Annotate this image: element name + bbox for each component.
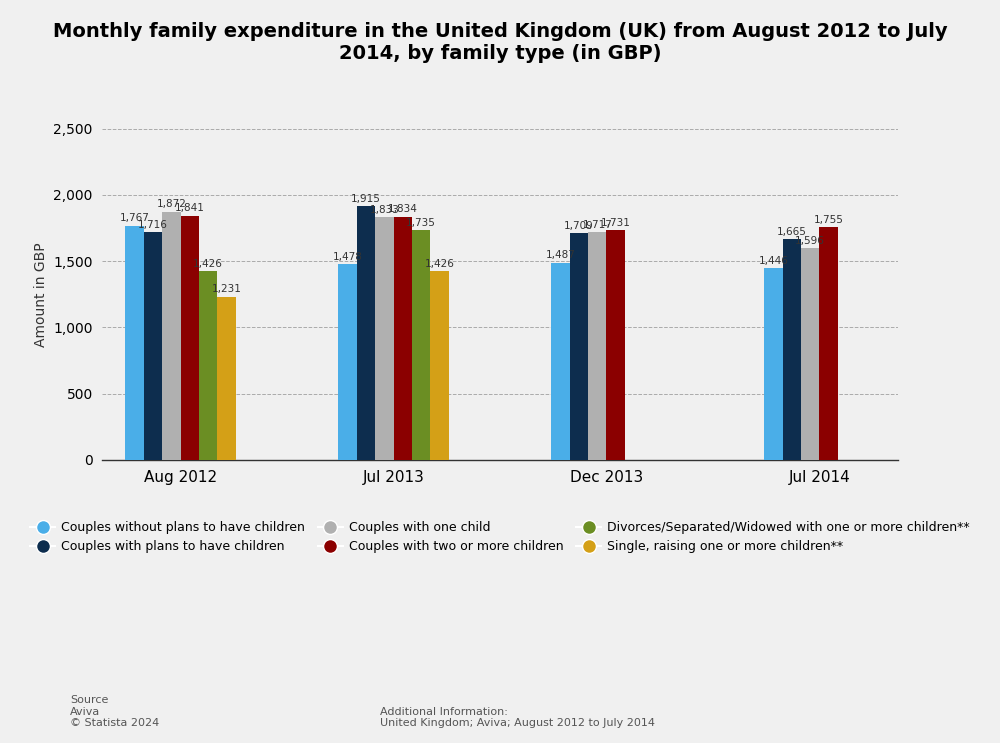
- Bar: [412, 230, 430, 460]
- Text: 1,596: 1,596: [795, 236, 825, 246]
- Text: 1,709: 1,709: [564, 221, 594, 231]
- Text: 1,735: 1,735: [406, 218, 436, 227]
- Bar: [125, 226, 144, 460]
- Text: 1,755: 1,755: [814, 215, 844, 225]
- Bar: [217, 296, 236, 460]
- Text: 1,231: 1,231: [212, 285, 242, 294]
- Text: 1,487: 1,487: [545, 250, 575, 260]
- Text: Monthly family expenditure in the United Kingdom (UK) from August 2012 to July
2: Monthly family expenditure in the United…: [53, 22, 947, 63]
- Y-axis label: Amount in GBP: Amount in GBP: [34, 242, 48, 346]
- Text: 1,767: 1,767: [119, 213, 149, 224]
- Bar: [357, 206, 375, 460]
- Text: Additional Information:
United Kingdom; Aviva; August 2012 to July 2014: Additional Information: United Kingdom; …: [380, 707, 655, 728]
- Bar: [588, 233, 606, 460]
- Bar: [394, 217, 412, 460]
- Text: 1,841: 1,841: [175, 204, 205, 213]
- Bar: [144, 233, 162, 460]
- Bar: [570, 233, 588, 460]
- Text: Source
Aviva
© Statista 2024: Source Aviva © Statista 2024: [70, 695, 159, 728]
- Text: 1,716: 1,716: [138, 220, 168, 230]
- Bar: [764, 268, 783, 460]
- Text: 1,478: 1,478: [332, 252, 362, 262]
- Text: 1,731: 1,731: [601, 218, 631, 228]
- Bar: [162, 212, 181, 460]
- Bar: [430, 271, 449, 460]
- Text: 1,446: 1,446: [758, 256, 788, 266]
- Bar: [819, 227, 838, 460]
- Text: 1,834: 1,834: [388, 204, 418, 215]
- Legend: Couples without plans to have children, Couples with plans to have children, Cou: Couples without plans to have children, …: [25, 516, 975, 558]
- Text: 1,872: 1,872: [156, 199, 186, 210]
- Bar: [801, 248, 819, 460]
- Bar: [375, 217, 394, 460]
- Bar: [338, 264, 357, 460]
- Bar: [199, 271, 217, 460]
- Text: 1,833: 1,833: [369, 204, 399, 215]
- Bar: [551, 263, 570, 460]
- Text: 1,665: 1,665: [777, 227, 807, 237]
- Text: 1,426: 1,426: [425, 259, 455, 268]
- Text: 1,426: 1,426: [193, 259, 223, 268]
- Bar: [783, 239, 801, 460]
- Text: 1,915: 1,915: [351, 194, 381, 204]
- Bar: [181, 216, 199, 460]
- Bar: [606, 230, 625, 460]
- Text: 1,717: 1,717: [582, 220, 612, 230]
